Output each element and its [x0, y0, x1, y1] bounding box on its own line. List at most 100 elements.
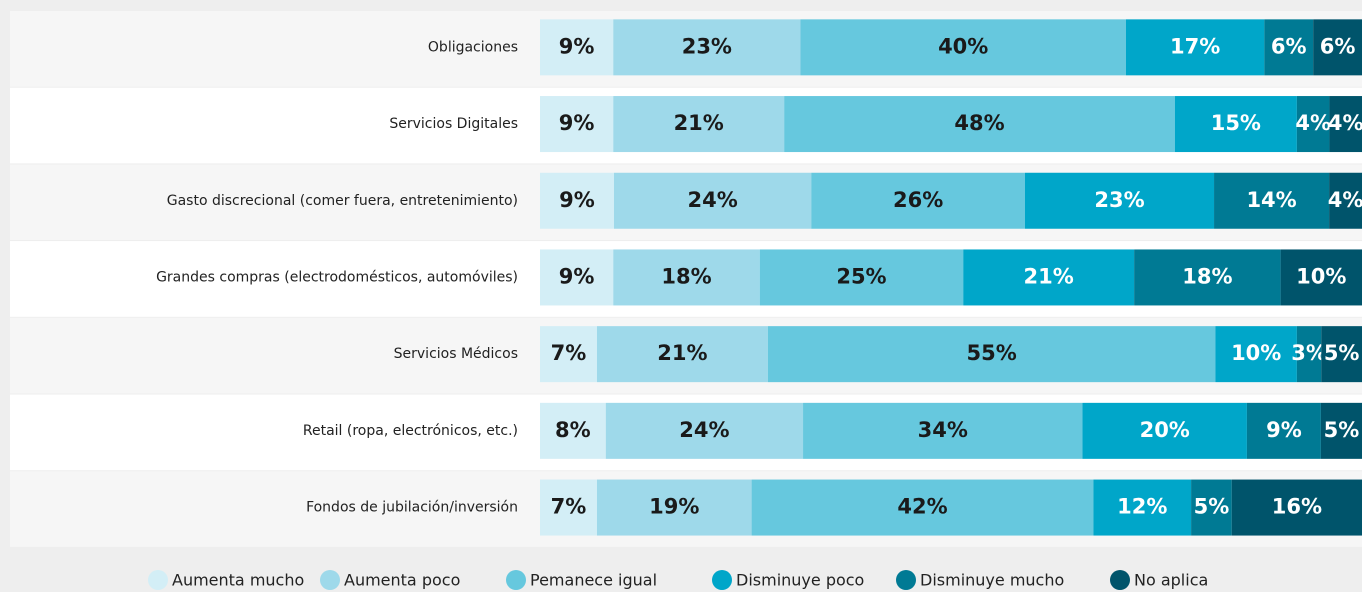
bar-segment	[540, 479, 597, 536]
bar-segment	[1093, 479, 1192, 536]
bar-segment	[1134, 249, 1281, 306]
bar-segment	[803, 402, 1083, 459]
value-label: 48%	[954, 111, 1004, 135]
category-label: Fondos de jubilación/inversión	[306, 500, 518, 516]
bar-segment	[1320, 402, 1362, 459]
value-label: 8%	[555, 418, 591, 442]
bar-segment	[613, 249, 760, 306]
value-label: 42%	[897, 495, 947, 519]
value-label: 10%	[1296, 264, 1346, 288]
category-label: Grandes compras (electrodomésticos, auto…	[156, 269, 518, 285]
bar-segment	[596, 326, 768, 383]
value-label: 4%	[1328, 111, 1362, 135]
bar-segment	[1125, 19, 1265, 76]
value-label: 21%	[674, 111, 724, 135]
bar-segment	[751, 479, 1094, 536]
value-label: 20%	[1140, 418, 1190, 442]
value-label: 12%	[1117, 495, 1167, 519]
value-label: 15%	[1211, 111, 1261, 135]
value-label: 6%	[1271, 34, 1307, 58]
value-label: 16%	[1272, 495, 1322, 519]
value-label: 14%	[1246, 188, 1296, 212]
category-label: Gasto discrecional (comer fuera, entrete…	[167, 193, 518, 209]
bar-segment	[613, 19, 801, 76]
value-label: 23%	[682, 34, 732, 58]
value-label: 21%	[657, 341, 707, 365]
value-label: 21%	[1024, 264, 1074, 288]
bar-segment	[767, 326, 1216, 383]
legend-label: Disminuye mucho	[920, 571, 1064, 590]
bar-segment	[540, 96, 614, 153]
bar-segment	[1296, 96, 1330, 153]
value-label: 9%	[559, 264, 595, 288]
bar-segment	[963, 249, 1135, 306]
legend-swatch	[896, 570, 916, 590]
value-label: 3%	[1291, 341, 1327, 365]
value-label: 25%	[836, 264, 886, 288]
value-label: 24%	[679, 418, 729, 442]
bar-segment	[1264, 19, 1314, 76]
value-label: 10%	[1231, 341, 1281, 365]
value-label: 7%	[551, 341, 587, 365]
bar-segment	[605, 402, 804, 459]
value-label: 4%	[1328, 188, 1362, 212]
bar-segment	[1082, 402, 1247, 459]
legend-label: No aplica	[1134, 571, 1208, 590]
bar-segment	[1280, 249, 1362, 306]
bar-segment	[784, 96, 1175, 153]
value-label: 17%	[1170, 34, 1220, 58]
value-label: 5%	[1324, 341, 1360, 365]
value-label: 5%	[1194, 495, 1230, 519]
value-label: 9%	[559, 111, 595, 135]
legend-swatch	[506, 570, 526, 590]
legend-swatch	[148, 570, 168, 590]
bar-segment	[1321, 326, 1362, 383]
bar-segment	[1329, 96, 1362, 153]
legend-swatch	[1110, 570, 1130, 590]
bar-segment	[1246, 402, 1321, 459]
bar-segment	[613, 172, 812, 229]
value-label: 55%	[967, 341, 1017, 365]
value-label: 19%	[649, 495, 699, 519]
bar-segment	[596, 479, 752, 536]
legend-label: Disminuye poco	[736, 571, 864, 590]
value-label: 18%	[661, 264, 711, 288]
bar-segment	[1215, 326, 1297, 383]
bar-segment	[540, 19, 614, 76]
bar-segment	[540, 402, 606, 459]
legend-label: Aumenta mucho	[172, 571, 304, 590]
bar-segment	[540, 249, 614, 306]
value-label: 7%	[551, 495, 587, 519]
bar-segment	[1231, 479, 1362, 536]
bar-segment	[1214, 172, 1330, 229]
bar-segment	[1313, 19, 1362, 76]
bar-segment	[540, 326, 597, 383]
legend-label: Pemanece igual	[530, 571, 657, 590]
value-label: 5%	[1324, 418, 1360, 442]
bar-segment	[1296, 326, 1322, 383]
legend-swatch	[320, 570, 340, 590]
category-label: Retail (ropa, electrónicos, etc.)	[303, 423, 518, 439]
legend-swatch	[712, 570, 732, 590]
bar-segment	[1329, 172, 1362, 229]
value-label: 40%	[938, 34, 988, 58]
value-label: 9%	[559, 188, 595, 212]
bar-segment	[613, 96, 785, 153]
legend-label: Aumenta poco	[344, 571, 460, 590]
value-label: 6%	[1320, 34, 1356, 58]
bar-segment	[759, 249, 964, 306]
value-label: 23%	[1094, 188, 1144, 212]
category-label: Servicios Médicos	[394, 346, 518, 362]
category-label: Obligaciones	[428, 39, 518, 55]
category-label: Servicios Digitales	[389, 116, 518, 132]
bar-segment	[800, 19, 1126, 76]
bar-segment	[1191, 479, 1232, 536]
bar-segment	[1174, 96, 1297, 153]
value-label: 34%	[918, 418, 968, 442]
bar-segment	[811, 172, 1025, 229]
value-label: 26%	[893, 188, 943, 212]
bar-segment	[540, 172, 614, 229]
value-label: 4%	[1295, 111, 1331, 135]
value-label: 9%	[559, 34, 595, 58]
